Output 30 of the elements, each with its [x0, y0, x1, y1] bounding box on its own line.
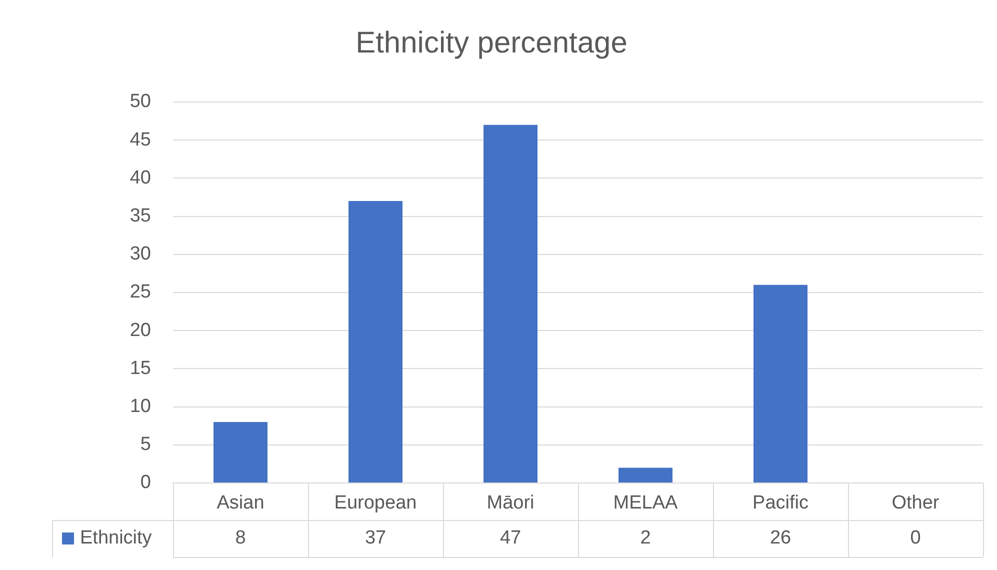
data-label: 0 [910, 528, 921, 549]
y-tick-label: 15 [130, 358, 151, 379]
bar [754, 284, 808, 482]
data-label: 8 [235, 528, 246, 549]
x-tick-label: Asian [216, 492, 264, 514]
y-tick-label: 35 [130, 206, 151, 227]
y-tick-label: 0 [140, 472, 151, 494]
bar [618, 468, 672, 482]
x-tick-label: Māori [486, 492, 534, 514]
y-tick-label: 10 [130, 396, 151, 418]
legend-label: Ethnicity [80, 528, 152, 549]
x-tick-label: MELAA [613, 492, 678, 514]
data-label: 37 [364, 528, 386, 549]
data-label: 26 [770, 528, 792, 549]
y-tick-label: 25 [130, 282, 151, 303]
data-label: 2 [640, 528, 651, 549]
y-tick-label: 50 [130, 91, 151, 112]
chart-title: Ethnicity percentage [356, 26, 628, 60]
y-tick-label: 5 [140, 434, 151, 456]
y-tick-label: 30 [130, 244, 151, 265]
y-tick-label: 40 [130, 167, 151, 188]
x-tick-label: Other [892, 492, 940, 514]
bar [484, 124, 538, 482]
x-tick-label: Pacific [752, 492, 808, 514]
bar [214, 422, 268, 482]
bar [348, 201, 402, 482]
y-tick-label: 20 [130, 320, 151, 341]
x-tick-label: European [334, 492, 417, 514]
y-tick-label: 45 [130, 129, 151, 150]
data-label: 47 [500, 528, 522, 549]
